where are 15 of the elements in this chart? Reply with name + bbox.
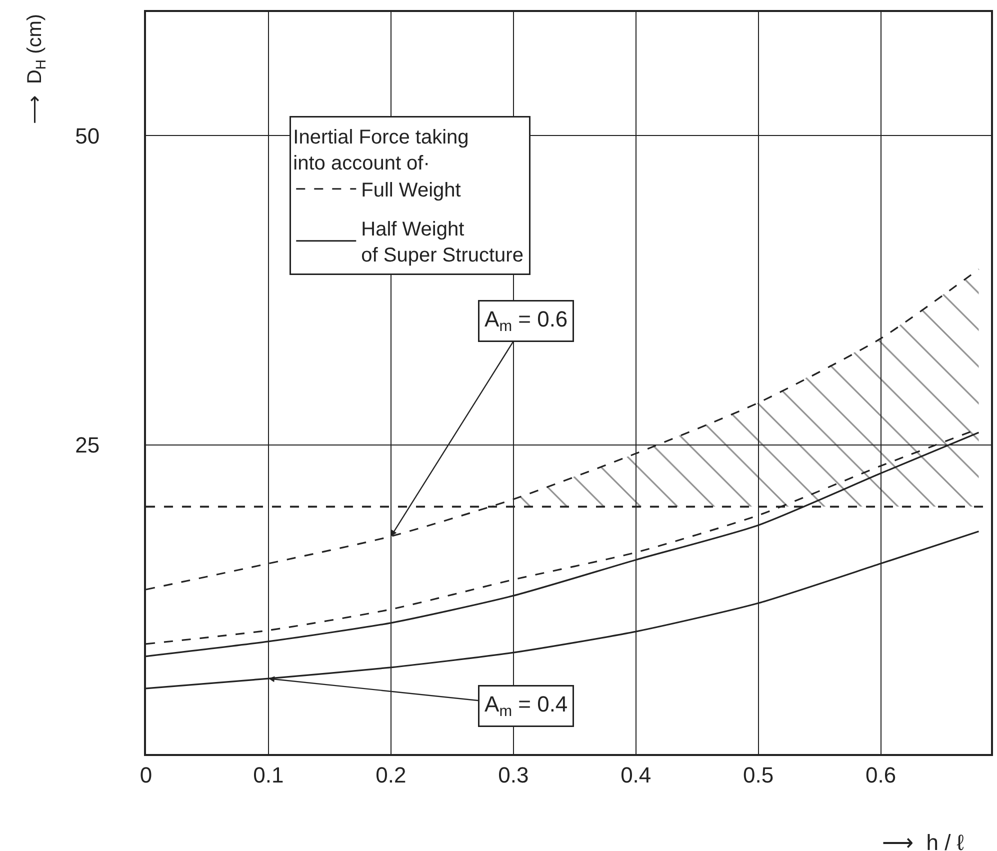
y-tick-label: 25 xyxy=(75,432,100,458)
annotation: A$_{m}$ = 0.4 xyxy=(484,692,568,720)
y-tick-label: 50 xyxy=(75,123,100,148)
x-tick-label: 0.6 xyxy=(865,762,896,788)
x-axis-title: ⟶ h / ℓ xyxy=(882,830,964,851)
x-tick-label: 0.3 xyxy=(498,762,529,788)
x-tick-label: 0.4 xyxy=(620,762,652,788)
x-tick-label: 0.2 xyxy=(376,762,406,788)
x-tick-label: 0.5 xyxy=(743,762,774,788)
annotation: A$_{m}$ = 0.6 xyxy=(484,306,568,336)
legend-title: Inertial Force taking into account of· xyxy=(293,126,469,174)
x-tick-label: 0.1 xyxy=(253,762,284,788)
legend-label: Full Weight xyxy=(361,180,462,202)
x-tick-label: 0 xyxy=(140,762,152,788)
legend-label: Half Weight of Super Structure xyxy=(361,218,524,267)
